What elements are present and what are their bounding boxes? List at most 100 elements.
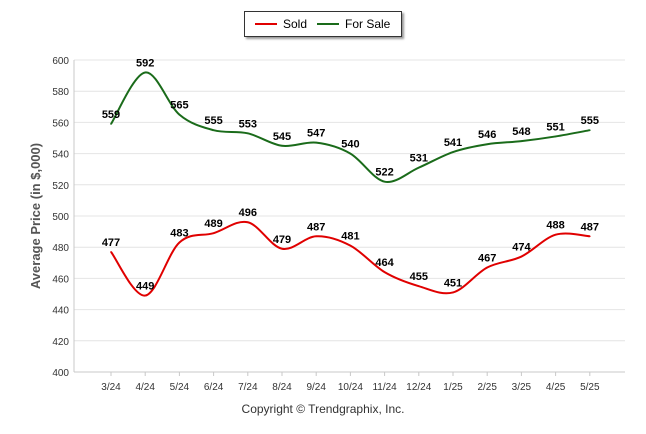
y-tick-label: 560 (52, 118, 69, 129)
legend: Sold For Sale (244, 11, 402, 37)
x-tick-label: 9/24 (306, 382, 326, 393)
sold-swatch-icon (255, 23, 277, 25)
data-label-sold: 488 (546, 220, 564, 232)
data-point-for-sale (212, 129, 215, 131)
x-tick-label: 5/24 (170, 382, 190, 393)
data-label-sold: 451 (444, 277, 462, 289)
x-tick-label: 8/24 (272, 382, 292, 393)
data-point-sold (383, 271, 386, 273)
data-label-for-sale: 555 (204, 115, 222, 127)
y-tick-label: 440 (52, 306, 69, 317)
data-label-for-sale: 522 (375, 167, 393, 179)
data-label-for-sale: 531 (410, 153, 428, 165)
legend-label-for-sale: For Sale (345, 17, 391, 31)
data-label-for-sale: 553 (239, 118, 257, 130)
data-label-for-sale: 545 (273, 131, 291, 143)
legend-label-sold: Sold (283, 17, 308, 31)
series-lines (110, 71, 591, 297)
data-label-sold: 477 (102, 237, 120, 249)
x-tick-label: 3/25 (512, 382, 532, 393)
data-point-for-sale (383, 180, 386, 183)
data-label-sold: 483 (170, 228, 188, 240)
y-tick-label: 460 (52, 274, 69, 285)
y-axis-label: Average Price (in $,000) (28, 143, 43, 289)
legend-item-sold[interactable]: Sold (255, 17, 307, 31)
data-label-for-sale: 546 (478, 129, 496, 141)
legend-item-for-sale[interactable]: For Sale (317, 17, 390, 31)
data-point-for-sale (486, 143, 489, 146)
data-label-for-sale: 541 (444, 137, 462, 149)
data-label-sold: 496 (239, 207, 257, 219)
data-point-sold (418, 285, 420, 288)
data-labels: 477 449 483 489 496 479 487 481 464 455 451 467 474 4… (102, 57, 599, 292)
data-point-for-sale (110, 123, 112, 125)
x-axis-tick-labels: 3/24 4/24 5/24 6/24 7/24 8/24 9/24 10/24 11/24 12… (101, 382, 600, 393)
data-point-sold (589, 235, 591, 238)
data-point-sold (349, 244, 352, 247)
data-label-sold: 474 (512, 242, 531, 254)
y-tick-label: 540 (52, 150, 69, 161)
data-label-for-sale: 548 (512, 126, 530, 138)
data-point-for-sale (452, 151, 454, 153)
data-label-sold: 487 (581, 221, 599, 233)
x-tick-label: 4/24 (135, 382, 155, 393)
data-label-sold: 464 (375, 257, 394, 269)
data-point-sold (281, 247, 283, 250)
x-tick-label: 11/24 (372, 382, 397, 393)
copyright-credit: Copyright © Trendgraphix, Inc. (241, 402, 405, 416)
y-axis-tick-labels: 400 420 440 460 480 500 520 540 560 580 600 (52, 56, 69, 379)
data-label-sold: 479 (273, 234, 291, 246)
data-label-for-sale: 565 (170, 100, 188, 112)
data-label-for-sale: 555 (581, 115, 599, 127)
data-point-sold (452, 291, 454, 294)
y-tick-label: 600 (52, 56, 69, 67)
data-point-for-sale (144, 71, 146, 74)
y-tick-label: 500 (52, 212, 69, 223)
x-tick-label: 7/24 (238, 382, 258, 393)
data-point-for-sale (247, 132, 249, 135)
x-tick-label: 10/24 (338, 382, 363, 393)
x-tick-label: 6/24 (204, 382, 224, 393)
data-point-sold (178, 241, 181, 244)
data-point-sold (144, 294, 146, 297)
x-tick-label: 5/25 (580, 382, 600, 393)
data-label-sold: 487 (307, 221, 325, 233)
data-label-for-sale: 547 (307, 128, 325, 140)
data-point-sold (554, 233, 557, 236)
x-tick-label: 12/24 (406, 382, 431, 393)
data-point-for-sale (418, 166, 420, 169)
data-label-for-sale: 551 (546, 121, 564, 133)
for-sale-swatch-icon (317, 23, 339, 25)
data-point-for-sale (589, 129, 591, 131)
x-tick-label: 2/25 (477, 382, 497, 393)
y-tick-label: 580 (52, 87, 69, 98)
data-point-for-sale (554, 135, 557, 138)
data-label-sold: 449 (136, 281, 154, 293)
y-tick-label: 520 (52, 181, 69, 192)
data-label-for-sale: 559 (102, 109, 120, 121)
grid-lines (73, 59, 625, 376)
data-point-sold (110, 251, 112, 253)
data-point-for-sale (178, 113, 181, 116)
data-label-sold: 481 (341, 231, 359, 243)
data-point-for-sale (281, 145, 283, 147)
data-point-sold (212, 232, 215, 234)
data-point-for-sale (315, 141, 318, 144)
data-label-sold: 489 (204, 218, 222, 230)
data-label-sold: 455 (410, 271, 428, 283)
data-label-for-sale: 540 (341, 139, 359, 151)
data-point-sold (486, 266, 489, 269)
data-point-sold (247, 221, 249, 224)
x-tick-label: 1/25 (443, 382, 463, 393)
x-tick-label: 4/25 (546, 382, 566, 393)
data-point-for-sale (520, 140, 523, 142)
y-tick-label: 480 (52, 243, 69, 254)
data-label-sold: 467 (478, 252, 496, 264)
data-point-sold (520, 255, 523, 258)
y-tick-label: 420 (52, 337, 69, 348)
y-tick-label: 400 (52, 368, 69, 379)
x-tick-label: 3/24 (101, 382, 121, 393)
data-point-sold (315, 235, 318, 238)
data-point-for-sale (349, 152, 352, 155)
